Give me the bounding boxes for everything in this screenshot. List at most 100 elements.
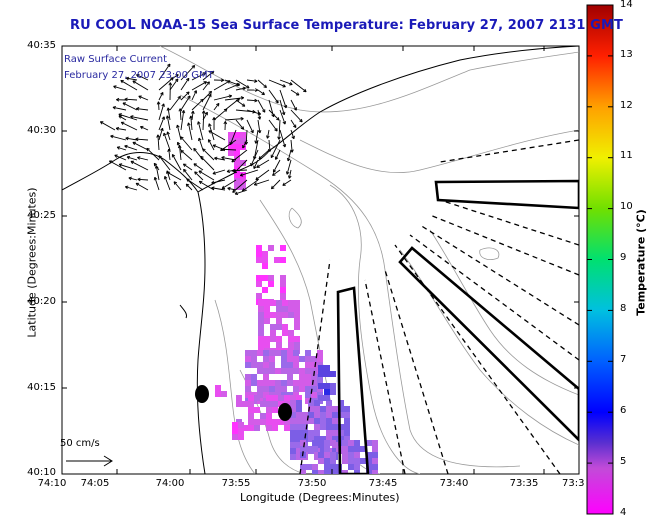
current-vector <box>158 77 174 91</box>
sst-pixel <box>272 425 278 431</box>
current-vector-head <box>194 171 196 175</box>
sst-pixel <box>324 452 330 458</box>
current-vector <box>180 150 193 161</box>
sst-pixel <box>236 395 242 401</box>
current-vector-head <box>173 181 176 185</box>
current-vector-head <box>208 90 212 93</box>
current-vector <box>232 179 248 193</box>
current-vector <box>268 139 271 152</box>
current-vector <box>224 98 240 111</box>
sst-pixel <box>248 407 254 413</box>
sst-pixel <box>330 470 336 474</box>
sst-pixel <box>234 172 240 178</box>
current-vector-head <box>289 82 293 85</box>
sst-pixel <box>280 257 286 263</box>
sst-pixel <box>324 389 330 395</box>
current-vector <box>224 83 240 91</box>
contour-line <box>479 247 500 260</box>
current-vector <box>169 78 179 91</box>
sst-pixel <box>332 424 338 430</box>
current-vector <box>185 183 193 191</box>
radial-line <box>364 279 406 474</box>
current-vector-head <box>258 111 262 115</box>
current-vector <box>158 116 165 131</box>
sst-pixel <box>272 401 278 407</box>
sst-pixel <box>348 446 354 452</box>
current-vector-head <box>99 121 103 125</box>
current-vector-head <box>185 183 188 188</box>
current-vector-head <box>287 158 291 162</box>
contour-line <box>429 229 579 396</box>
sst-pixel <box>311 374 317 380</box>
sst-pixel <box>232 428 238 434</box>
current-vector <box>290 79 307 93</box>
current-vector-head <box>288 175 292 179</box>
current-vector-head <box>208 130 211 134</box>
polygon-north <box>434 179 579 210</box>
current-vector-head <box>211 182 215 185</box>
sst-pixel <box>281 386 287 392</box>
current-vector <box>214 157 226 161</box>
current-vector <box>235 87 246 91</box>
current-vector-head <box>212 144 216 148</box>
current-vector <box>197 121 204 141</box>
radial-line <box>299 259 331 474</box>
sst-pixel <box>238 434 244 440</box>
sst-pixel <box>342 440 348 446</box>
sst-pixel <box>232 422 238 428</box>
current-vector <box>279 129 286 148</box>
current-vector-head <box>124 98 128 102</box>
sst-pixel <box>326 412 332 418</box>
sst-pixel <box>326 436 332 442</box>
current-vector <box>282 179 292 186</box>
station-marker <box>278 403 292 421</box>
sst-pixel <box>320 406 326 412</box>
sst-pixel <box>312 440 318 446</box>
current-vector-head <box>242 126 245 130</box>
colorbar-tick-label: 6 <box>620 405 627 416</box>
sst-pixel <box>293 356 299 362</box>
current-vector-head <box>114 154 117 158</box>
sst-pixel <box>248 425 254 431</box>
current-vector-head <box>126 156 130 160</box>
current-vector-head <box>116 146 120 150</box>
colorbar-title: Temperature (°C) <box>634 209 648 316</box>
sst-pixel <box>342 452 348 458</box>
y-tick-label: 40:20 <box>27 296 56 307</box>
sst-pixel <box>251 350 257 356</box>
current-vector <box>257 99 266 113</box>
sst-pixel <box>266 395 272 401</box>
current-vector-head <box>116 99 120 102</box>
sst-pixel <box>318 395 324 401</box>
sst-pixel <box>308 412 314 418</box>
sst-pixel <box>305 368 311 374</box>
sst-pixel <box>318 365 324 371</box>
current-vector-head <box>108 160 112 164</box>
sst-pixel <box>324 440 330 446</box>
current-vector <box>114 154 127 161</box>
sampling-polygons <box>336 179 579 474</box>
sst-pixel <box>240 184 246 190</box>
current-vector <box>158 103 165 121</box>
current-vector <box>180 77 190 91</box>
current-vector <box>180 65 196 81</box>
sst-pixel <box>290 442 296 448</box>
current-vector <box>132 141 149 151</box>
current-vector-head <box>250 163 254 167</box>
current-vector <box>255 129 259 144</box>
current-vector <box>290 129 295 139</box>
sst-pixel <box>245 374 251 380</box>
current-vector-head <box>180 150 183 154</box>
current-vector <box>179 108 182 121</box>
current-vector-head <box>176 124 178 129</box>
current-vector-head <box>198 170 201 174</box>
sst-pixel <box>260 413 266 419</box>
current-vector <box>202 81 210 91</box>
sst-pixel <box>293 380 299 386</box>
sst-pixel <box>372 470 378 474</box>
current-vector-head <box>275 157 279 160</box>
sst-pixel <box>326 424 332 430</box>
current-vector-head <box>240 96 244 99</box>
sst-pixel <box>300 446 306 452</box>
current-vector <box>191 90 197 101</box>
